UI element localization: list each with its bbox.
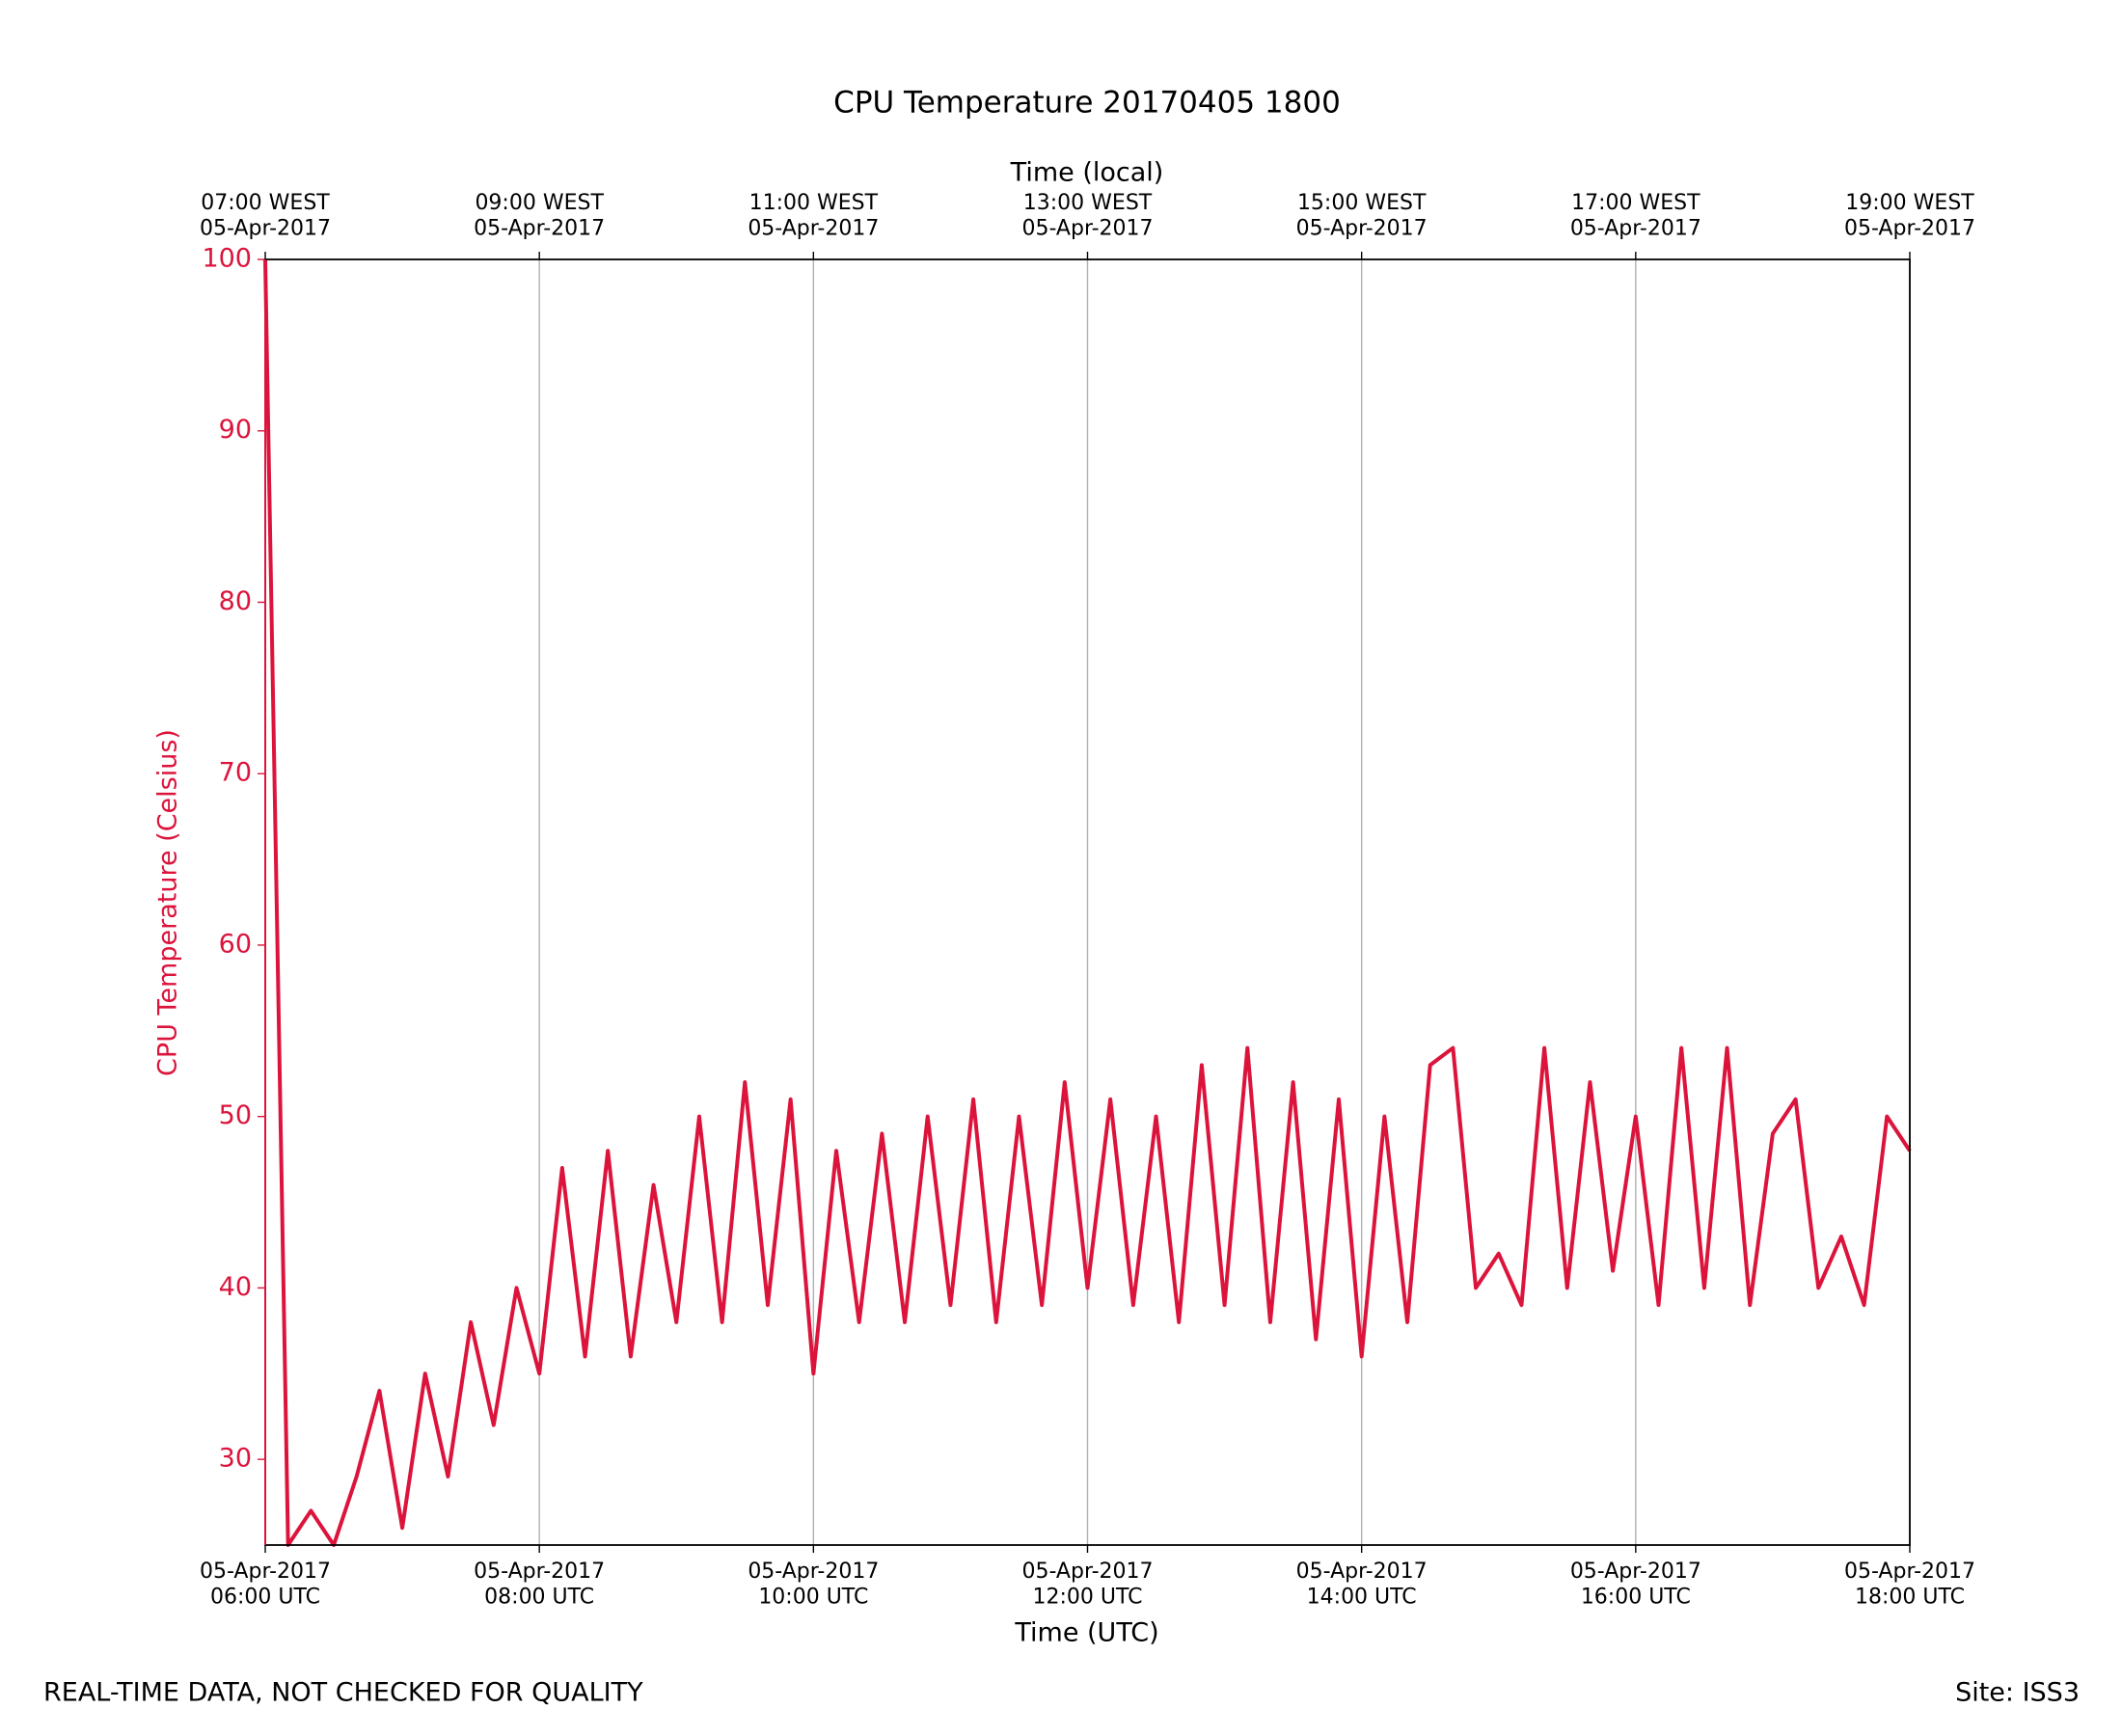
y-axis-label: CPU Temperature (Celsius) <box>153 729 183 1076</box>
x2-tick-label: 15:00 WEST 05-Apr-2017 <box>1296 191 1428 240</box>
chart-title: CPU Temperature 20170405 1800 <box>833 86 1341 121</box>
x-tick-label: 05-Apr-2017 14:00 UTC <box>1296 1560 1428 1609</box>
x2-tick-label: 11:00 WEST 05-Apr-2017 <box>748 191 879 240</box>
y-tick-label: 30 <box>219 1444 252 1474</box>
y-tick-label: 100 <box>202 244 252 274</box>
x-tick-label: 05-Apr-2017 10:00 UTC <box>748 1560 879 1609</box>
data-line <box>263 258 1912 1547</box>
x-tick-label: 05-Apr-2017 08:00 UTC <box>474 1560 605 1609</box>
x2-tick-label: 17:00 WEST 05-Apr-2017 <box>1570 191 1701 240</box>
x2-tick-label: 19:00 WEST 05-Apr-2017 <box>1844 191 1975 240</box>
y-tick-label: 50 <box>219 1100 252 1130</box>
x-tick-label: 05-Apr-2017 12:00 UTC <box>1021 1560 1153 1609</box>
y-tick-label: 90 <box>219 415 252 445</box>
site-label: Site: ISS3 <box>1955 1678 2080 1708</box>
x2-axis-label: Time (local) <box>1010 158 1164 188</box>
footnote: REAL-TIME DATA, NOT CHECKED FOR QUALITY <box>43 1678 643 1708</box>
x2-tick-label: 13:00 WEST 05-Apr-2017 <box>1021 191 1153 240</box>
y-tick-label: 60 <box>219 929 252 959</box>
y-tick-label: 80 <box>219 586 252 616</box>
x-axis-label: Time (UTC) <box>1014 1618 1158 1648</box>
x2-tick-label: 09:00 WEST 05-Apr-2017 <box>474 191 605 240</box>
x-tick-label: 05-Apr-2017 16:00 UTC <box>1570 1560 1701 1609</box>
x2-tick-label: 07:00 WEST 05-Apr-2017 <box>200 191 331 240</box>
x-tick-label: 05-Apr-2017 06:00 UTC <box>200 1560 331 1609</box>
y-tick-label: 40 <box>219 1272 252 1302</box>
y-tick-label: 70 <box>219 758 252 788</box>
x-tick-label: 05-Apr-2017 18:00 UTC <box>1844 1560 1975 1609</box>
